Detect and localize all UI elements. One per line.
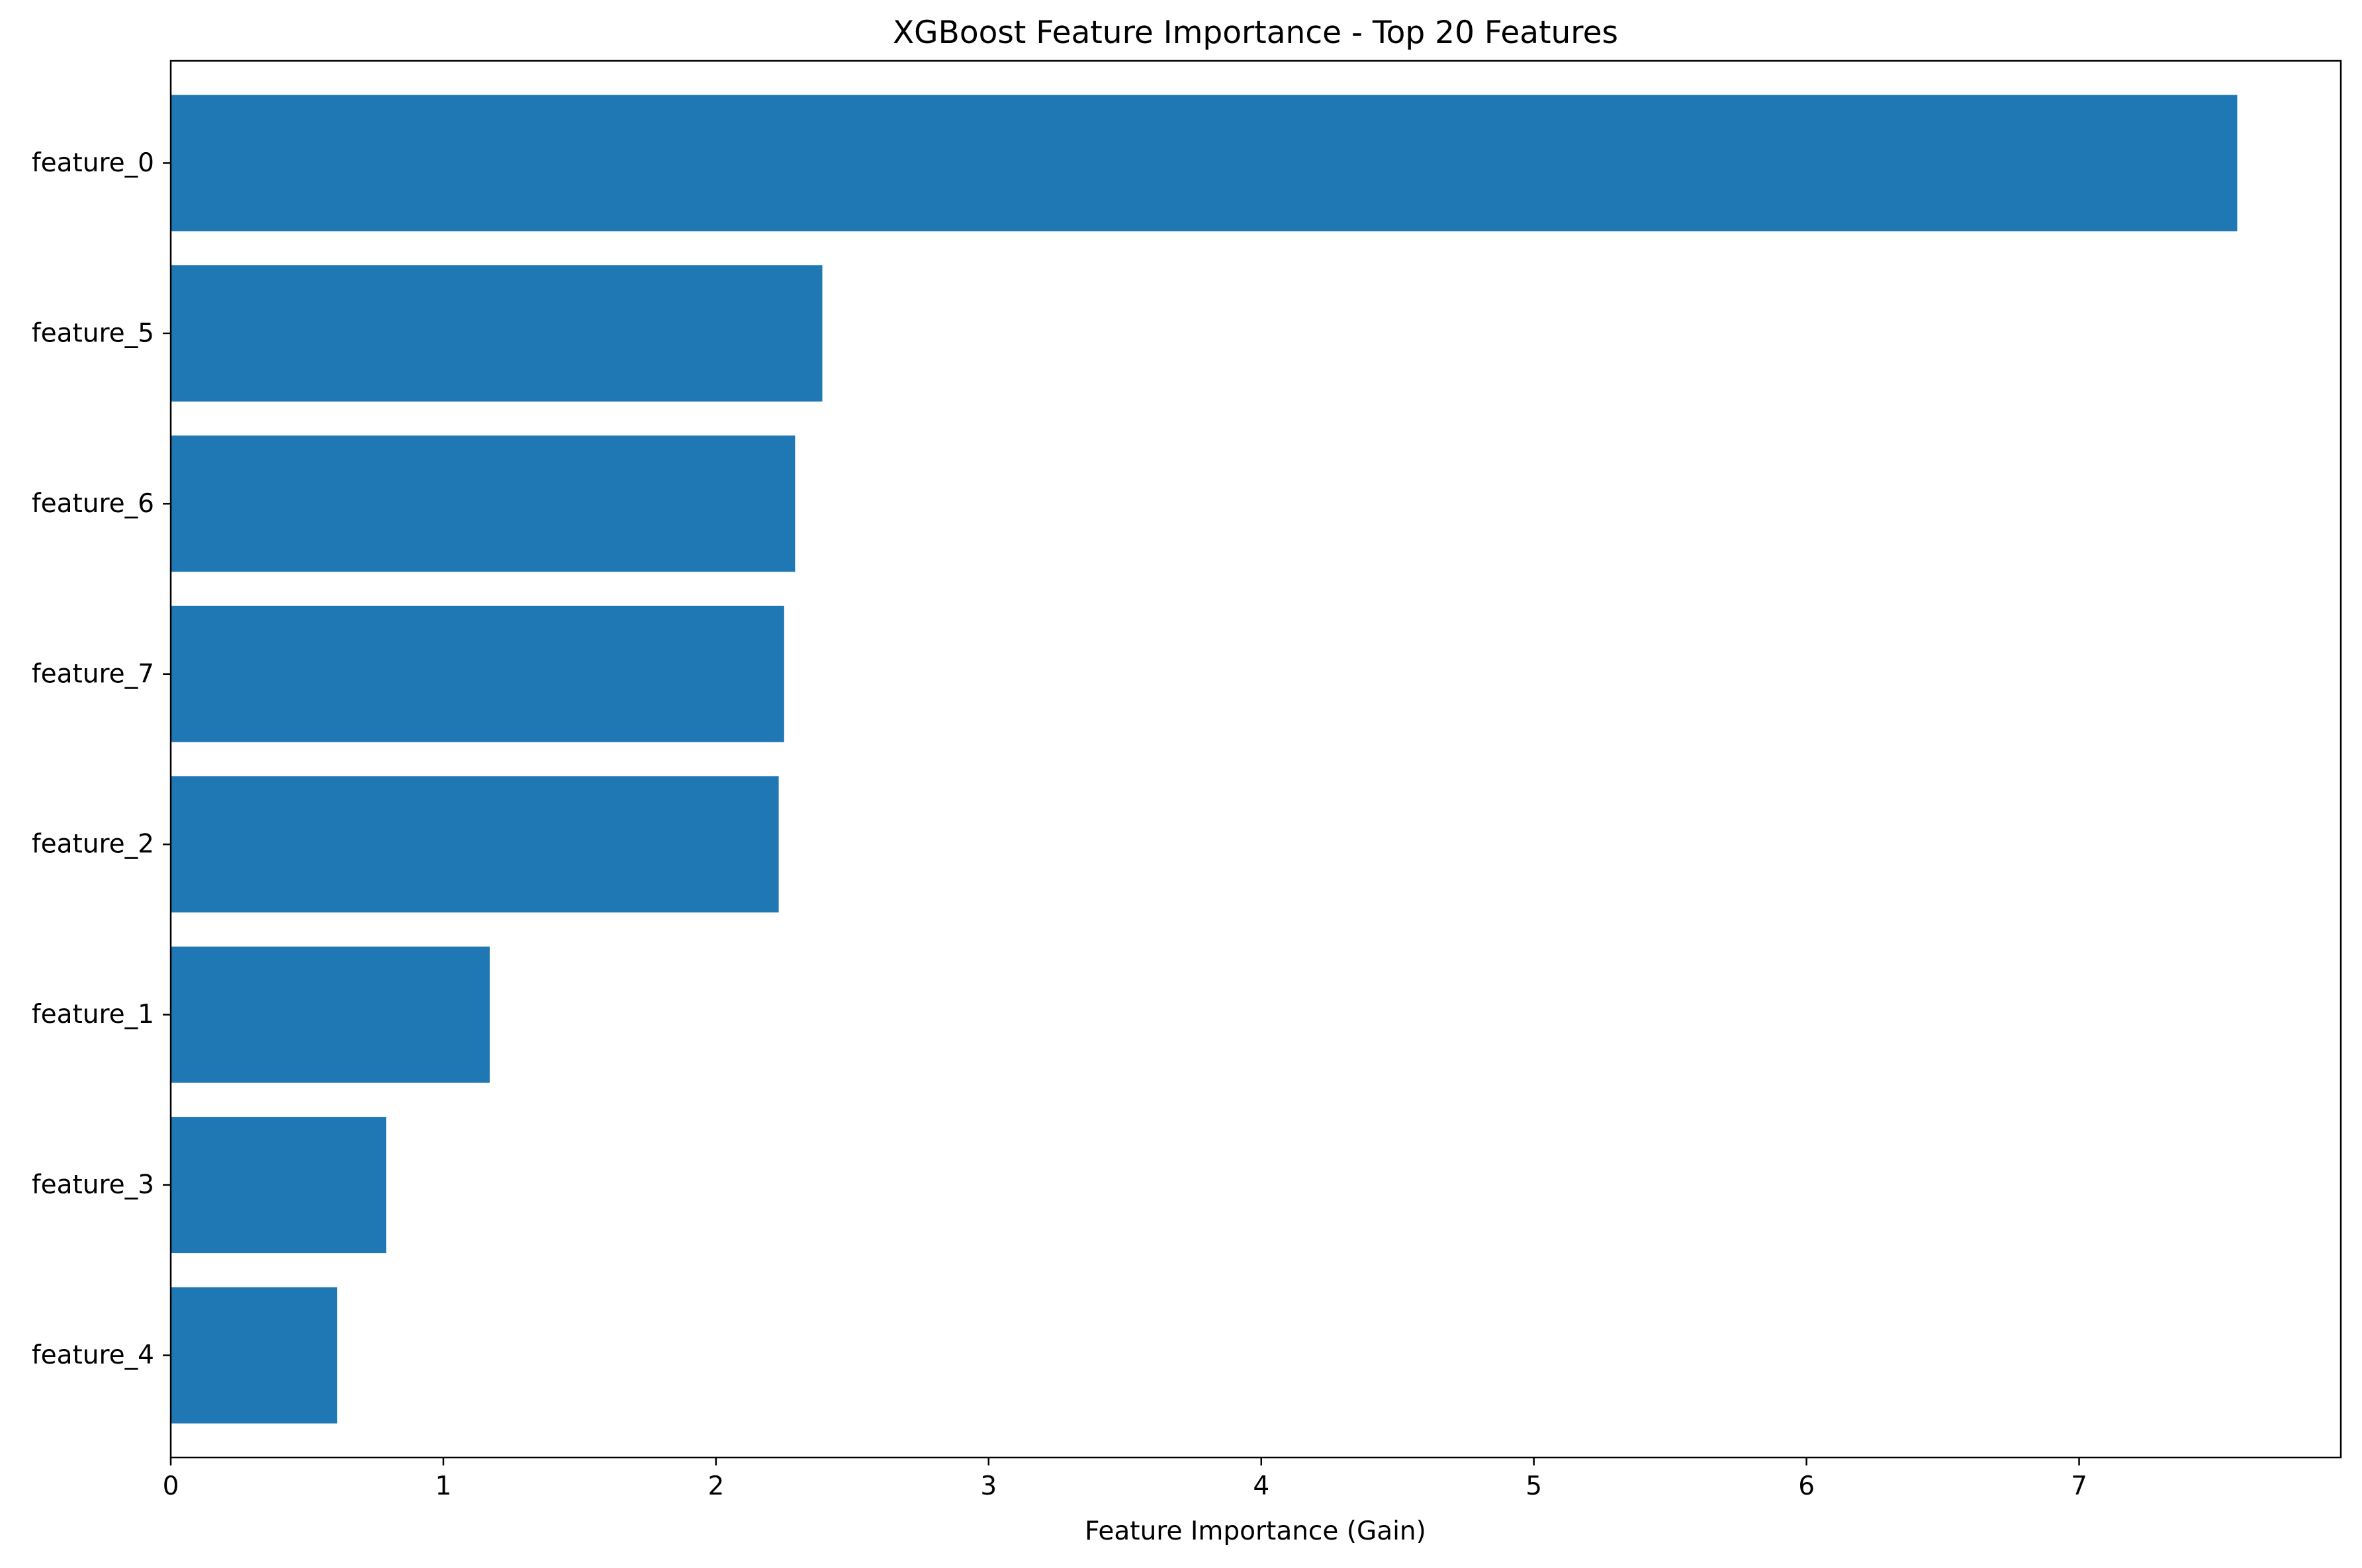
x-tick-label: 4: [1253, 1471, 1269, 1501]
x-tick-label: 3: [980, 1471, 997, 1501]
y-tick-label: feature_0: [32, 148, 154, 178]
bar-feature_4: [171, 1287, 338, 1424]
x-tick-label: 7: [2071, 1471, 2087, 1501]
chart-title: XGBoost Feature Importance - Top 20 Feat…: [893, 15, 1618, 51]
bar-feature_6: [171, 435, 795, 572]
x-tick-label: 1: [435, 1471, 452, 1501]
x-tick-label: 6: [1798, 1471, 1815, 1501]
bars-layer: [171, 95, 2238, 1424]
y-tick-label: feature_3: [32, 1170, 154, 1200]
x-axis-label: Feature Importance (Gain): [1085, 1516, 1426, 1546]
y-tick-label: feature_4: [32, 1340, 154, 1370]
bar-feature_1: [171, 946, 490, 1083]
x-tick-label: 2: [707, 1471, 724, 1501]
plot-frame: [169, 60, 2342, 1459]
bar-feature_5: [171, 265, 823, 402]
bar-feature_3: [171, 1117, 386, 1254]
bar-feature_0: [171, 95, 2238, 232]
y-tick-label: feature_6: [32, 489, 154, 519]
y-tick-label: feature_5: [32, 318, 154, 348]
x-tick-label: 5: [1525, 1471, 1542, 1501]
x-axis: 0 1 2 3 4 5 6 7: [163, 1458, 2087, 1501]
bar-feature_7: [171, 605, 784, 742]
y-tick-label: feature_1: [32, 1000, 154, 1029]
x-tick-label: 0: [163, 1471, 179, 1501]
bar-feature_2: [171, 776, 779, 913]
y-tick-label: feature_2: [32, 830, 154, 859]
y-tick-label: feature_7: [32, 659, 154, 689]
y-axis: feature_0 feature_5 feature_6 feature_7feat…: [32, 148, 171, 1370]
